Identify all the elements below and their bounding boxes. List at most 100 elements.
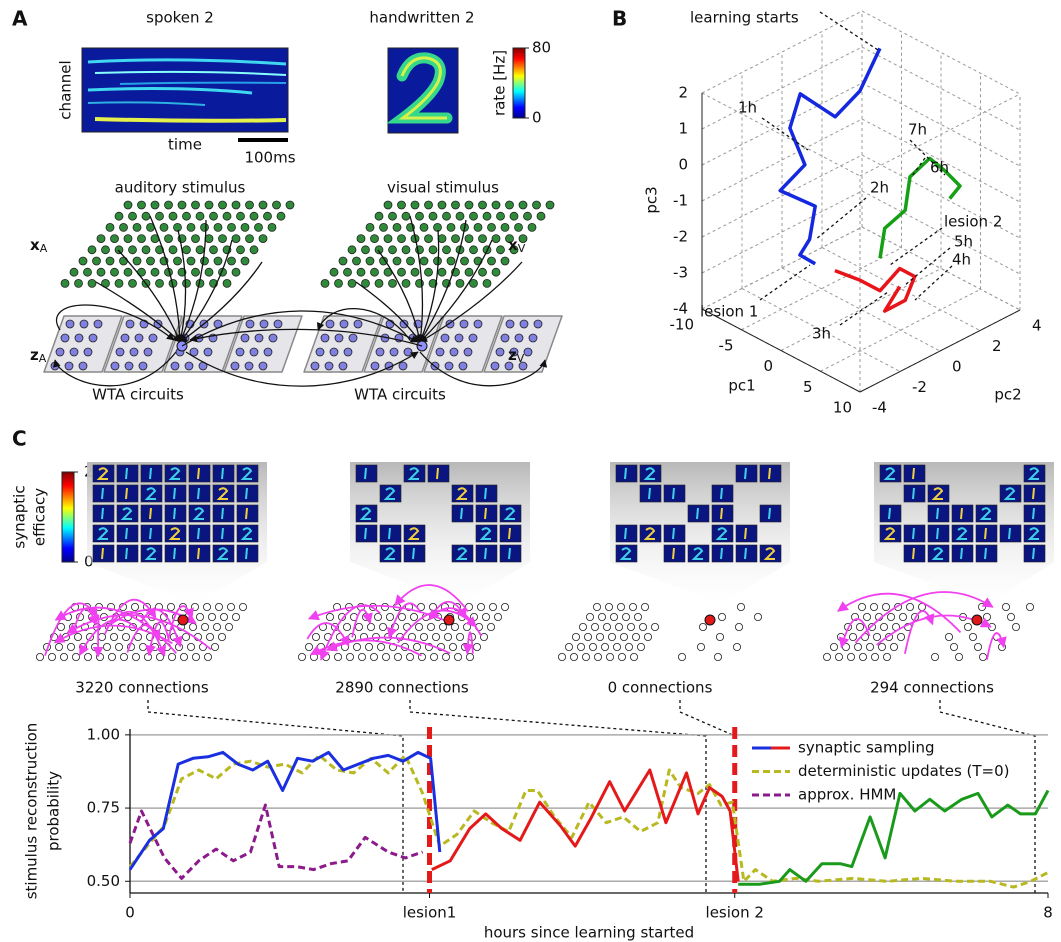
input-neuron	[375, 279, 383, 287]
input-neuron	[264, 212, 272, 220]
network-neuron	[213, 623, 220, 630]
digit-glyph	[697, 508, 698, 519]
x-tick-label: 10	[833, 399, 852, 417]
digit-glyph	[150, 528, 151, 539]
input-neuron	[353, 257, 361, 265]
input-neuron	[321, 279, 329, 287]
digit-glyph	[937, 508, 938, 519]
wta-neuron	[520, 320, 528, 328]
connector	[410, 700, 706, 893]
network-neuron	[983, 613, 990, 620]
network-subscript: A	[39, 352, 47, 365]
network-neuron	[139, 643, 146, 650]
network-neuron	[969, 633, 976, 640]
wta-neuron	[89, 334, 97, 342]
input-neuron	[479, 235, 487, 243]
network-neuron	[487, 623, 494, 630]
input-neuron	[259, 201, 267, 209]
network-neuron	[454, 653, 461, 660]
network-neuron	[897, 633, 904, 640]
input-neuron	[142, 212, 150, 220]
network-neuron	[420, 633, 427, 640]
network-neuron	[945, 633, 952, 640]
network-neuron	[737, 603, 744, 610]
digit-glyph	[721, 548, 722, 559]
y-tick-label: 0	[952, 358, 962, 376]
network-neuron	[618, 653, 625, 660]
input-neuron	[246, 201, 254, 209]
network-neuron	[108, 653, 115, 660]
z-tick-label: 1	[678, 120, 688, 138]
input-neuron	[398, 235, 406, 243]
y-tick-label: 1.00	[87, 725, 120, 743]
wta-neuron	[130, 348, 138, 356]
digit-glyph	[174, 488, 175, 499]
network-neuron	[859, 653, 866, 660]
wta-neuron	[149, 334, 157, 342]
input-neuron	[456, 212, 464, 220]
network-neuron	[598, 613, 605, 620]
network-neuron	[55, 643, 62, 650]
input-neuron	[201, 223, 209, 231]
input-neuron	[111, 235, 119, 243]
wta-neuron	[135, 334, 143, 342]
annotation: lesion 1	[700, 303, 758, 321]
network-neuron	[379, 623, 386, 630]
network-neuron	[899, 613, 906, 620]
input-neuron	[228, 257, 236, 265]
input-neuron	[88, 279, 96, 287]
wta-neuron	[464, 348, 472, 356]
network-neuron	[326, 613, 333, 620]
network-neuron	[67, 643, 74, 650]
network-neuron	[413, 643, 420, 650]
input-neuron	[192, 235, 200, 243]
network-neuron	[103, 643, 110, 650]
network-neuron	[439, 623, 446, 630]
network-neuron	[353, 643, 360, 650]
wta-neuron	[61, 334, 69, 342]
y-axis-label: probability	[45, 771, 63, 851]
network-neuron	[1012, 623, 1019, 630]
input-neuron	[492, 201, 500, 209]
network-neuron	[964, 623, 971, 630]
input-neuron	[470, 246, 478, 254]
x-axis-label: pc1	[728, 377, 755, 395]
input-neuron	[515, 223, 523, 231]
input-neuron	[470, 212, 478, 220]
network-neuron	[110, 633, 117, 640]
wta-neuron	[460, 320, 468, 328]
input-neuron	[70, 268, 78, 276]
network-neuron	[355, 623, 362, 630]
input-neuron	[330, 268, 338, 276]
input-neuron	[138, 201, 146, 209]
network-neuron	[835, 653, 842, 660]
wta-neuron	[126, 320, 134, 328]
network-neuron	[482, 613, 489, 620]
x-tick-label: 8	[1043, 904, 1053, 922]
input-neuron	[250, 212, 258, 220]
annotation: lesion 2	[944, 213, 1002, 231]
input-neuron	[183, 212, 191, 220]
wta-neuron	[501, 334, 509, 342]
network-neuron	[370, 653, 377, 660]
network-neuron	[617, 603, 624, 610]
wta-neuron	[445, 362, 453, 370]
digit-glyph	[485, 488, 486, 499]
network-neuron	[887, 613, 894, 620]
input-neuron	[237, 246, 245, 254]
input-neuron	[375, 212, 383, 220]
input-neuron	[438, 235, 446, 243]
input-neuron	[79, 257, 87, 265]
network-symbol: z	[508, 346, 517, 364]
wta-neuron	[496, 348, 504, 356]
input-neuron	[411, 201, 419, 209]
network-neuron	[374, 613, 381, 620]
network-neuron	[456, 633, 463, 640]
network-caption: 294 connections	[870, 679, 994, 697]
network-neuron	[629, 603, 636, 610]
wta-neuron	[354, 320, 362, 328]
network-neuron	[733, 643, 740, 650]
network-neuron	[470, 613, 477, 620]
input-neuron	[142, 246, 150, 254]
network-neuron	[305, 643, 312, 650]
